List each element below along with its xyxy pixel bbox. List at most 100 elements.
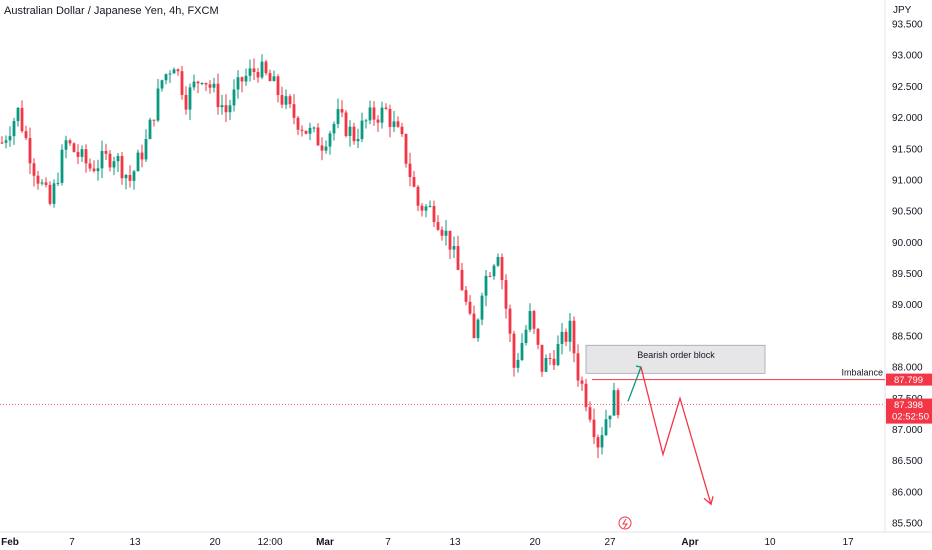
candle-body [200,83,204,85]
x-tick-label: 7 [69,537,75,548]
candle-body [268,73,272,82]
y-tick-label: 93.000 [892,51,923,62]
candle-body [360,120,364,140]
candle-body [356,139,360,142]
candle-body [228,105,232,113]
candle-body [8,136,12,141]
candle-body [416,186,420,206]
candle-body [272,76,276,82]
candle-body [256,72,260,78]
candle-body [48,184,52,204]
candle-body [404,134,408,164]
candle-body [380,107,384,123]
candle-body [44,182,48,185]
candle-body [600,435,604,448]
candle-body [472,313,476,339]
candle-body [40,182,44,184]
candle-body [104,151,108,154]
candle-body [588,407,592,420]
candle-body [280,95,284,105]
y-tick-label: 85.500 [892,519,923,530]
candle-body [120,156,124,179]
price-unit: JPY [893,5,912,16]
candle-body [584,383,588,408]
lightning-icon [622,518,628,529]
candle-body [580,380,584,384]
y-tick-label: 92.500 [892,82,923,93]
candle-body [176,69,180,72]
current-price-text: 87.398 [894,400,923,411]
candle-body [148,119,152,140]
candle-body [560,331,564,344]
y-tick-label: 91.000 [892,175,923,186]
candle-body [488,275,492,277]
candle-body [116,156,120,162]
candle-body [528,311,532,330]
candle-body [180,71,184,95]
candle-body [396,121,400,127]
candle-body [232,89,236,106]
candle-body [500,257,504,281]
candle-body [440,229,444,236]
x-tick-label: 13 [129,537,141,548]
candle-body [552,358,556,366]
y-tick-label: 86.000 [892,487,923,498]
x-tick-label: Mar [316,537,334,548]
candle-body [92,168,96,172]
candle-body [612,390,616,416]
candle-body [260,61,264,78]
y-tick-label: 88.500 [892,331,923,342]
candle-body [368,107,372,121]
x-tick-label: 20 [529,537,541,548]
candle-body [504,280,508,309]
candle-body [320,145,324,151]
candle-body [576,353,580,381]
candle-body [312,127,316,129]
candle-body [236,77,240,90]
candle-body [464,290,468,302]
candle-body [144,139,148,160]
candle-body [556,343,560,366]
candle-body [296,117,300,130]
candle-body [36,175,40,184]
candle-body [596,437,600,448]
candle-body [100,151,104,169]
candle-body [480,295,484,320]
candle-body [384,107,388,109]
candle-body [208,84,212,88]
candle-body [64,140,68,150]
candle-body [12,121,16,137]
event-marker-icon [618,516,632,530]
countdown-text: 02:52:50 [892,412,929,423]
candle-body [244,75,248,82]
candle-body [16,107,20,122]
y-tick-label: 89.500 [892,269,923,280]
imbalance-price-text: 87.799 [894,375,923,386]
candle-body [192,81,196,88]
candle-body [56,182,60,184]
y-tick-label: 93.500 [892,20,923,31]
candle-body [160,80,164,89]
chart-title: Australian Dollar / Japanese Yen, 4h, FX… [4,5,219,17]
y-tick-label: 86.500 [892,456,923,467]
candle-body [220,105,224,108]
candle-body [604,419,608,436]
candle-body [436,222,440,230]
candle-body [400,126,404,135]
x-tick-label: 27 [604,537,616,548]
candle-body [420,205,424,211]
candle-body [28,138,32,164]
candle-body [572,320,576,354]
candle-body [328,133,332,147]
candle-body [520,342,524,360]
candle-body [512,333,516,368]
candle-body [216,83,220,108]
candle-body [448,230,452,250]
candle-body [300,129,304,131]
candle-body [352,126,356,142]
candle-body [136,152,140,172]
candle-body [508,308,512,334]
candle-body [408,163,412,178]
candle-body [196,81,200,84]
